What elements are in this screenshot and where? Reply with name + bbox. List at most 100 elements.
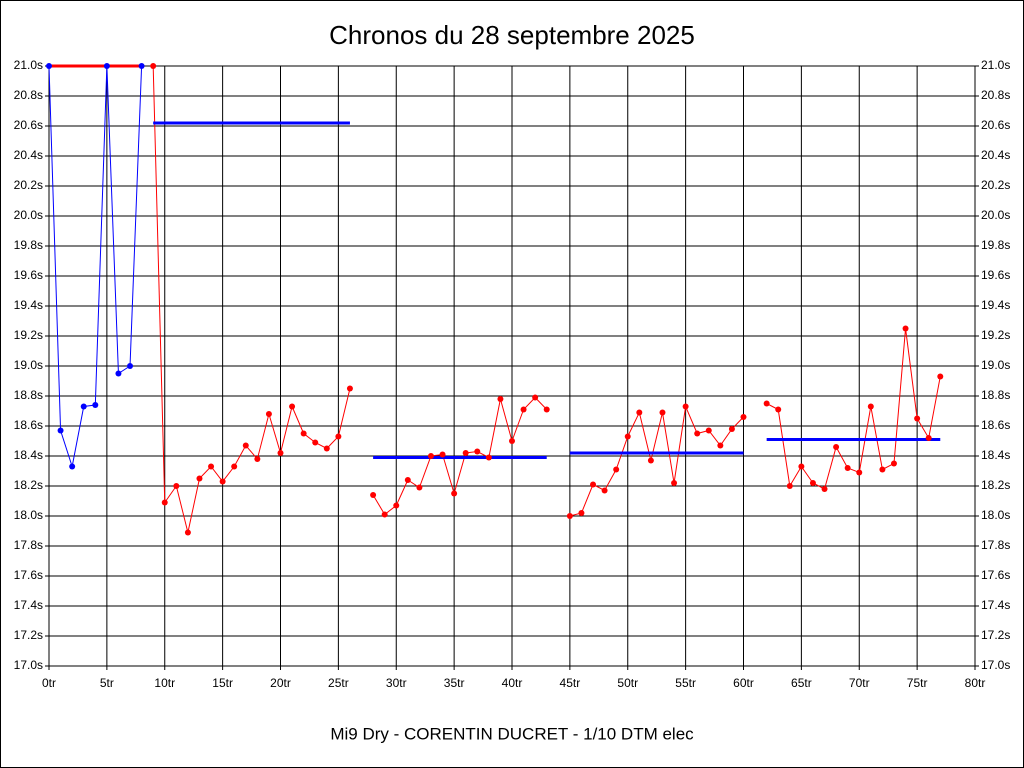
- y2-tick-label: 19.6s: [981, 268, 1010, 282]
- lap-point: [566, 513, 573, 519]
- y2-tick-label: 17.2s: [981, 628, 1010, 642]
- y-tick-label: 18.2s: [14, 478, 43, 492]
- lap-point: [300, 430, 307, 437]
- x-tick-label: 25tr: [328, 676, 349, 690]
- lap-point: [509, 438, 515, 444]
- y2-tick-label: 20.2s: [981, 178, 1010, 192]
- lap-point: [196, 475, 203, 482]
- y2-tick-label: 17.4s: [981, 598, 1010, 612]
- lap-point: [161, 499, 168, 506]
- lap-point: [925, 435, 932, 441]
- y-tick-label: 19.0s: [14, 358, 43, 372]
- y-tick-label: 20.0s: [14, 208, 43, 222]
- lap-point: [150, 63, 157, 69]
- lap-point: [92, 402, 99, 408]
- lap-point: [543, 406, 550, 413]
- lap-point: [69, 463, 76, 470]
- x-tick-label: 40tr: [502, 676, 523, 690]
- y-tick-label: 18.0s: [14, 508, 43, 522]
- lap-point: [601, 487, 608, 494]
- y-tick-label: 19.4s: [14, 298, 43, 312]
- y2-tick-label: 20.8s: [981, 88, 1010, 102]
- lap-point: [740, 414, 747, 420]
- lap-point: [613, 466, 620, 473]
- lap-point: [520, 406, 527, 413]
- x-tick-label: 80tr: [965, 676, 986, 690]
- lap-point: [381, 511, 388, 518]
- y2-tick-label: 20.6s: [981, 118, 1010, 132]
- y-tick-label: 17.0s: [14, 658, 43, 672]
- lap-point: [231, 463, 238, 470]
- y2-tick-label: 17.6s: [981, 568, 1010, 582]
- lap-point: [103, 63, 110, 69]
- lap-point: [809, 480, 816, 486]
- y-tick-label: 17.4s: [14, 598, 43, 612]
- lap-point: [590, 481, 597, 488]
- y-tick-label: 17.8s: [14, 538, 43, 552]
- lap-point: [439, 451, 446, 458]
- lap-point: [763, 400, 770, 407]
- lap-point: [717, 442, 724, 449]
- y2-tick-label: 17.8s: [981, 538, 1010, 552]
- lap-point: [335, 433, 342, 440]
- x-tick-label: 15tr: [212, 676, 233, 690]
- x-tick-label: 0tr: [42, 676, 56, 690]
- lap-point: [208, 463, 215, 470]
- lap-point: [902, 325, 909, 332]
- lap-point: [370, 492, 377, 498]
- lap-point: [659, 409, 666, 416]
- lap-point: [265, 411, 272, 417]
- lap-point: [173, 483, 180, 489]
- lap-point: [115, 370, 122, 377]
- lap-point: [254, 456, 261, 462]
- lap-point: [798, 463, 805, 470]
- lap-point: [57, 427, 64, 434]
- lap-point: [416, 484, 423, 491]
- y2-tick-label: 21.0s: [981, 58, 1010, 72]
- x-tick-label: 50tr: [617, 676, 638, 690]
- lap-point: [890, 460, 897, 467]
- lap-point: [393, 502, 400, 509]
- y2-tick-label: 20.4s: [981, 148, 1010, 162]
- lap-point: [184, 529, 191, 536]
- chart-subtitle: Mi9 Dry - CORENTIN DUCRET - 1/10 DTM ele…: [330, 724, 694, 743]
- y2-tick-label: 20.0s: [981, 208, 1010, 222]
- y-tick-label: 21.0s: [14, 58, 43, 72]
- y-tick-label: 19.6s: [14, 268, 43, 282]
- lap-point: [474, 448, 481, 455]
- y2-tick-label: 19.4s: [981, 298, 1010, 312]
- lap-point: [821, 486, 828, 492]
- y-tick-label: 18.6s: [14, 418, 43, 432]
- series-line: [152, 65, 941, 533]
- y2-tick-label: 19.2s: [981, 328, 1010, 342]
- x-tick-label: 10tr: [154, 676, 175, 690]
- chart-title: Chronos du 28 septembre 2025: [329, 20, 695, 50]
- lap-point: [786, 483, 793, 489]
- y2-tick-label: 18.6s: [981, 418, 1010, 432]
- lap-point: [636, 409, 643, 416]
- lap-point: [127, 363, 134, 369]
- lap-point: [242, 442, 249, 449]
- y2-tick-label: 19.8s: [981, 238, 1010, 252]
- x-tick-label: 60tr: [733, 676, 754, 690]
- x-tick-label: 65tr: [791, 676, 812, 690]
- lap-point: [219, 478, 226, 485]
- lap-point: [277, 450, 284, 456]
- x-tick-label: 35tr: [444, 676, 465, 690]
- lap-point: [80, 403, 87, 410]
- y-tick-label: 20.2s: [14, 178, 43, 192]
- y-tick-label: 17.6s: [14, 568, 43, 582]
- y-tick-label: 18.4s: [14, 448, 43, 462]
- x-tick-label: 5tr: [100, 676, 114, 690]
- lap-point: [879, 466, 886, 473]
- lap-point: [844, 465, 851, 471]
- lap-point: [775, 406, 782, 413]
- lap-point: [323, 445, 330, 452]
- lap-point: [856, 469, 863, 476]
- lap-point: [694, 430, 701, 437]
- y-tick-label: 19.8s: [14, 238, 43, 252]
- x-tick-label: 30tr: [386, 676, 407, 690]
- lap-point: [138, 63, 145, 69]
- y-tick-label: 19.2s: [14, 328, 43, 342]
- lap-point: [624, 433, 631, 440]
